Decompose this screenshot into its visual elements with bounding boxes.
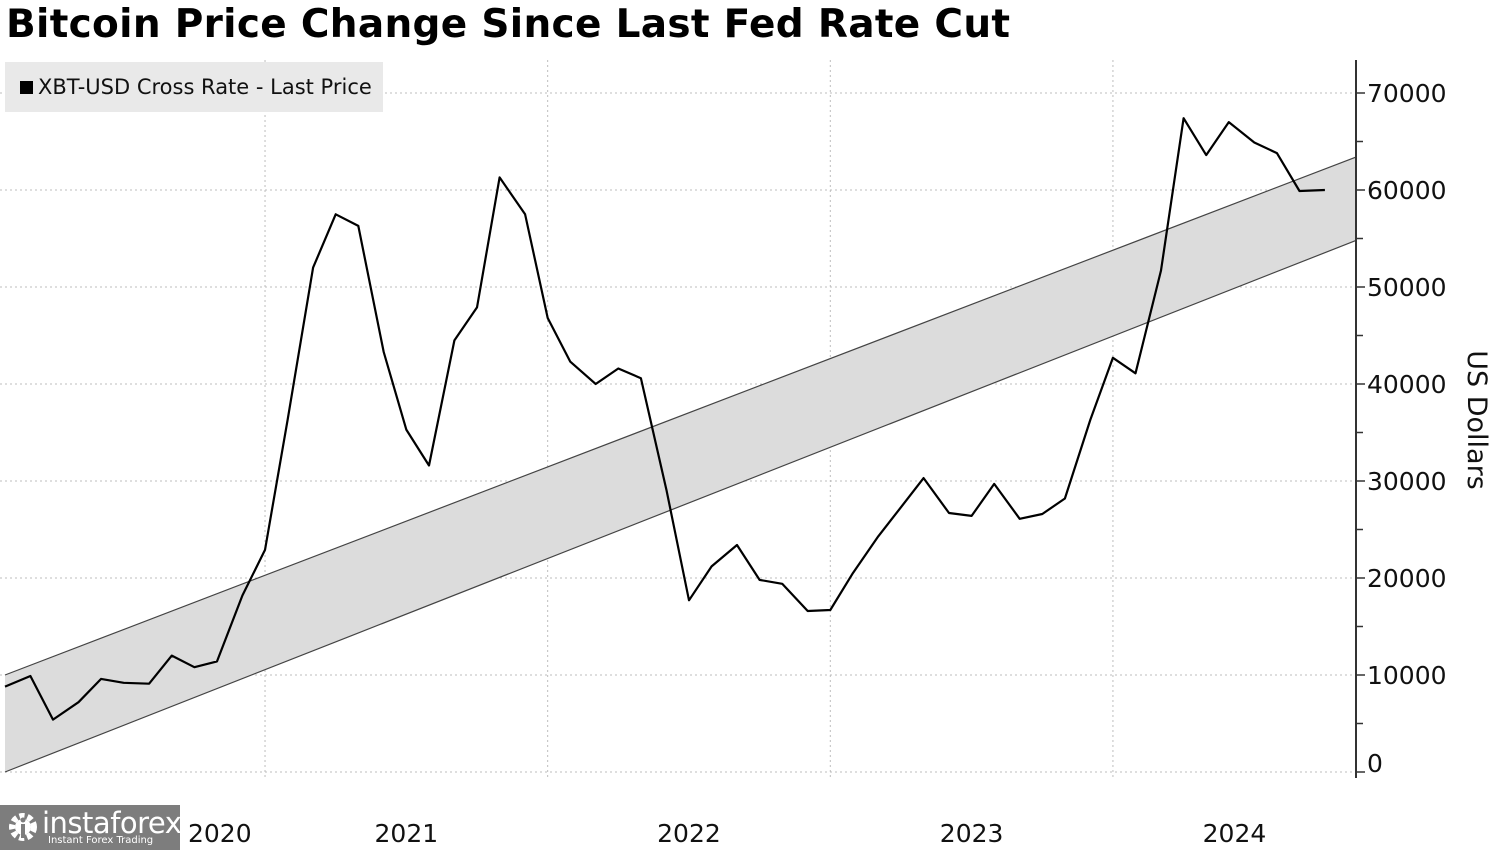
y-tick-label: 50000 [1367, 273, 1447, 302]
y-tick-label: 70000 [1367, 79, 1447, 108]
band-lower-line [4, 239, 1357, 773]
y-tick-label: 30000 [1367, 467, 1447, 496]
y-axis-label: US Dollars [1461, 350, 1492, 490]
y-tick-label: 0 [1367, 749, 1383, 778]
watermark-logo: instaforex Instant Forex Trading [0, 805, 182, 850]
legend-label: XBT-USD Cross Rate - Last Price [38, 75, 372, 99]
gear-icon [9, 813, 37, 841]
legend-swatch [20, 80, 33, 94]
y-tick-label: 40000 [1367, 370, 1447, 399]
x-tick-label: 2021 [375, 819, 439, 848]
price-line [4, 117, 1325, 721]
y-tick-label: 60000 [1367, 176, 1447, 205]
chart-title: Bitcoin Price Change Since Last Fed Rate… [6, 2, 1011, 47]
y-tick-label: 10000 [1367, 661, 1447, 690]
legend: XBT-USD Cross Rate - Last Price [5, 62, 383, 112]
x-tick-label: 2022 [657, 819, 721, 848]
y-tick-label: 20000 [1367, 564, 1447, 593]
x-tick-label: 2024 [1203, 819, 1267, 848]
x-tick-label: 2023 [940, 819, 1004, 848]
watermark-name: instaforex [42, 806, 182, 840]
watermark-tagline: Instant Forex Trading [48, 835, 154, 846]
trend-band [5, 157, 1356, 772]
x-tick-label: 2020 [188, 819, 252, 848]
band-upper-line [4, 156, 1357, 676]
